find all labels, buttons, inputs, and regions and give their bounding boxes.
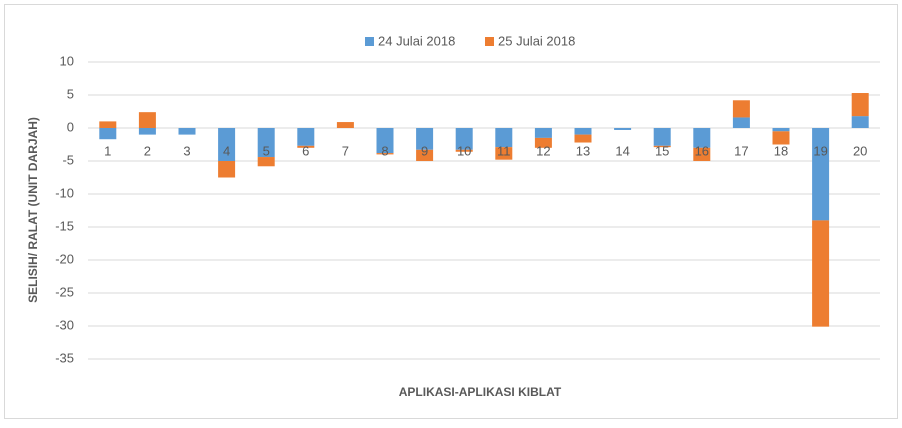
bar [99, 121, 117, 128]
bar [336, 122, 354, 128]
x-tick-label: 9 [421, 143, 428, 158]
x-axis-label: APLIKASI-APLIKASI KIBLAT [399, 385, 562, 399]
x-tick-label: 16 [695, 143, 709, 158]
bar [218, 128, 236, 161]
x-tick-label: 10 [457, 143, 471, 158]
bar [812, 220, 830, 327]
x-tick-label: 8 [381, 143, 388, 158]
y-tick-label: 5 [67, 86, 74, 101]
bar [772, 131, 790, 145]
y-tick-label: -20 [55, 251, 74, 266]
y-axis-label: SELISIH/ RALAT (UNIT DARJAH) [26, 117, 40, 303]
bar [574, 128, 592, 135]
x-tick-label: 20 [853, 143, 867, 158]
bar [574, 134, 592, 143]
bar [257, 128, 275, 158]
bar [693, 128, 711, 148]
bar [534, 137, 552, 148]
y-tick-label: -35 [55, 350, 74, 365]
bar [257, 157, 275, 167]
bar [455, 149, 473, 152]
y-tick-label: 0 [67, 119, 74, 134]
x-tick-label: 17 [734, 143, 748, 158]
bar [851, 93, 869, 117]
x-tick-label: 3 [183, 143, 190, 158]
bar [99, 128, 117, 140]
bar [376, 153, 394, 155]
bar [416, 149, 434, 161]
bar [376, 128, 394, 154]
legend-swatch [365, 37, 374, 46]
x-tick-label: 5 [263, 143, 270, 158]
chart-frame [4, 4, 898, 419]
y-tick-label: -10 [55, 185, 74, 200]
y-tick-label: -15 [55, 218, 74, 233]
bar [772, 128, 790, 132]
bar [138, 112, 156, 128]
y-tick-label: -30 [55, 317, 74, 332]
y-tick-label: -5 [62, 152, 74, 167]
bar [693, 147, 711, 161]
x-tick-label: 11 [497, 143, 511, 158]
x-tick-label: 2 [144, 143, 151, 158]
x-tick-label: 14 [615, 143, 629, 158]
bar [614, 128, 632, 130]
bar [495, 128, 513, 148]
y-tick-label: 10 [60, 53, 74, 68]
legend-swatch [485, 37, 494, 46]
bar [297, 145, 315, 148]
x-tick-label: 4 [223, 143, 230, 158]
bar [138, 128, 156, 135]
x-tick-label: 13 [576, 143, 590, 158]
bar [653, 145, 671, 148]
bar [178, 128, 196, 135]
x-tick-label: 19 [813, 143, 827, 158]
x-tick-label: 18 [774, 143, 788, 158]
bar [534, 128, 552, 138]
x-tick-label: 15 [655, 143, 669, 158]
legend-label: 25 Julai 2018 [498, 33, 575, 48]
bar [732, 117, 750, 128]
bar [416, 128, 434, 150]
legend-label: 24 Julai 2018 [378, 33, 455, 48]
bar [653, 128, 671, 146]
bar [297, 128, 315, 146]
x-tick-label: 6 [302, 143, 309, 158]
bar [218, 161, 236, 178]
x-tick-label: 7 [342, 143, 349, 158]
bar [732, 100, 750, 118]
bar [851, 116, 869, 128]
x-tick-label: 12 [536, 143, 550, 158]
y-tick-label: -25 [55, 284, 74, 299]
bar [812, 128, 830, 221]
x-tick-label: 1 [104, 143, 111, 158]
bar [495, 147, 513, 160]
bar [455, 128, 473, 150]
